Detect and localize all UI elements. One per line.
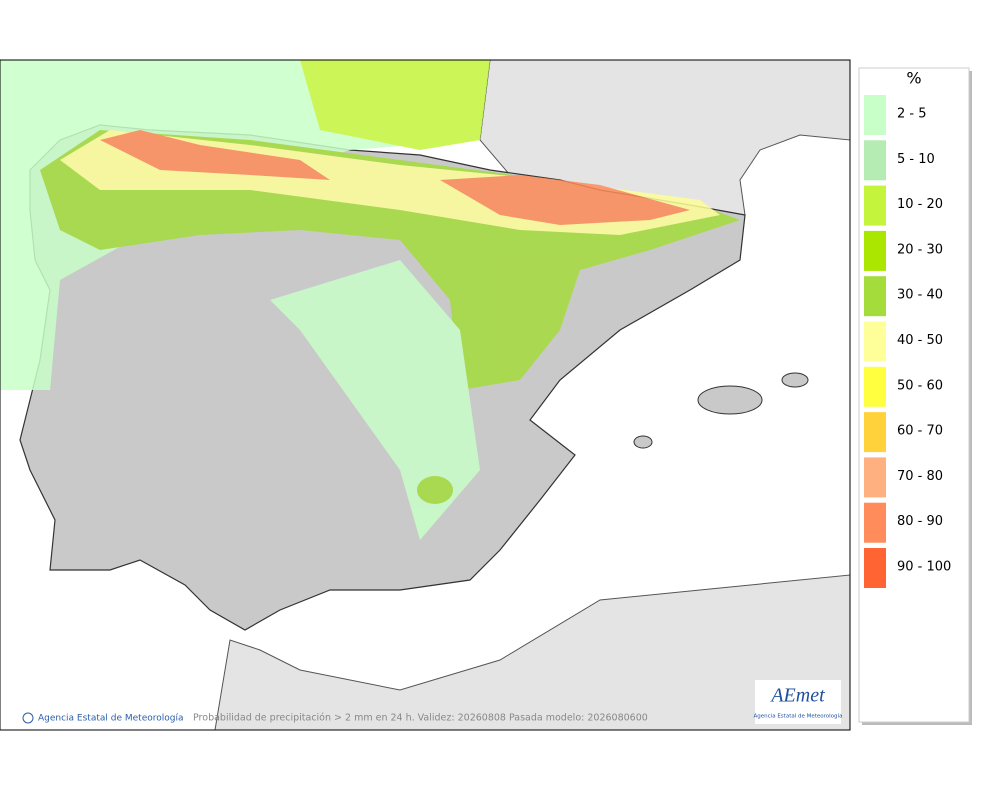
logo-box <box>755 680 841 724</box>
legend-swatch <box>864 185 886 226</box>
legend-label: 50 - 60 <box>897 378 943 393</box>
legend-label: 30 - 40 <box>897 288 943 303</box>
map: Agencia Estatal de Meteorología Probabil… <box>0 59 851 731</box>
legend-label: 70 - 80 <box>897 469 943 484</box>
legend-label: 90 - 100 <box>897 560 951 575</box>
legend-swatch <box>864 366 886 407</box>
legend-label: 60 - 70 <box>897 424 943 439</box>
area-west-high <box>100 130 330 180</box>
legend-swatch <box>864 502 886 543</box>
legend-swatch <box>864 95 886 135</box>
legend-label: 20 - 30 <box>897 242 943 257</box>
legend-label: 80 - 90 <box>897 514 943 529</box>
area-east-high <box>440 175 690 225</box>
legend-swatch <box>864 140 886 181</box>
legend-swatch <box>864 230 886 271</box>
copyright: Agencia Estatal de Meteorología <box>38 714 184 724</box>
mallorca <box>697 385 763 415</box>
ibiza <box>633 435 653 449</box>
map-frame <box>0 59 851 731</box>
legend-label: 5 - 10 <box>897 152 935 167</box>
legend-swatch <box>864 457 886 498</box>
legend-swatch <box>864 321 886 362</box>
legend-swatch <box>864 276 886 317</box>
legend-label: 2 - 5 <box>897 107 927 122</box>
area-mid <box>300 60 490 150</box>
copyright-icon <box>22 712 34 724</box>
logo-subtitle: Agencia Estatal de Meteorología <box>754 713 843 720</box>
legend-swatch <box>864 412 886 453</box>
legend: % 2 - 5 5 - 10 10 - 20 20 - 30 30 - 40 40 - 5… <box>858 67 972 725</box>
caption: Probabilidad de precipitación > 2 mm en … <box>193 713 648 724</box>
legend-title: % <box>906 69 921 88</box>
legend-label: 40 - 50 <box>897 333 943 348</box>
area-south <box>417 476 453 504</box>
area-central <box>270 260 480 540</box>
menorca <box>781 372 809 388</box>
legend-swatch <box>864 548 886 588</box>
precipitation-overlay <box>0 60 740 540</box>
logo-name: AEmet <box>769 685 825 707</box>
legend-label: 10 - 20 <box>897 197 943 212</box>
